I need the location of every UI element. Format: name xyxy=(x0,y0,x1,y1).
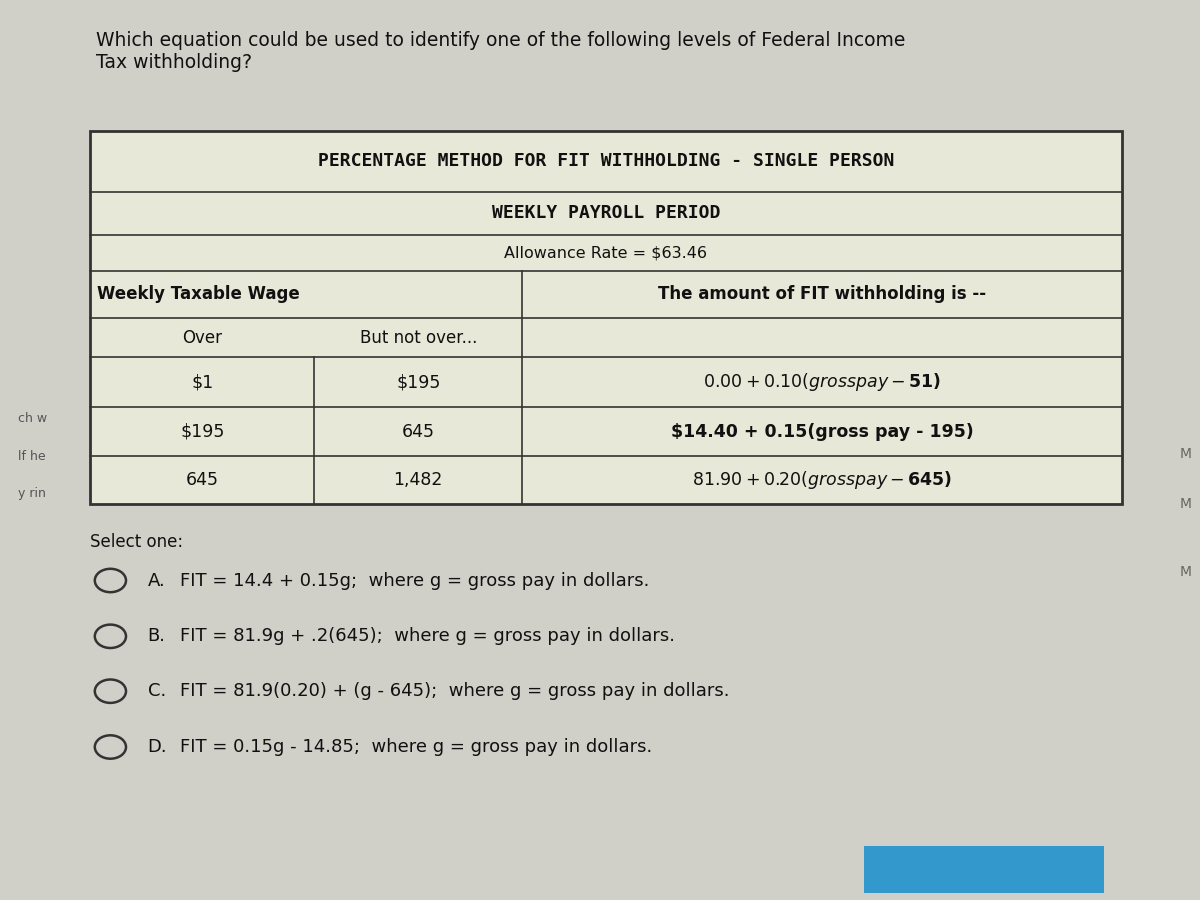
Text: $1: $1 xyxy=(191,374,214,392)
Text: M: M xyxy=(1180,564,1192,579)
Text: 645: 645 xyxy=(186,472,218,490)
Text: FIT = 81.9g + .2(645);  where g = gross pay in dollars.: FIT = 81.9g + .2(645); where g = gross p… xyxy=(180,627,674,645)
Text: $81.90 + 0.20(gross pay - $645): $81.90 + 0.20(gross pay - $645) xyxy=(692,469,952,491)
Text: Select one:: Select one: xyxy=(90,533,184,551)
Text: ch w: ch w xyxy=(18,412,47,425)
Text: M: M xyxy=(1180,497,1192,511)
Text: But not over...: But not over... xyxy=(360,328,476,346)
Text: PERCENTAGE METHOD FOR FIT WITHHOLDING - SINGLE PERSON: PERCENTAGE METHOD FOR FIT WITHHOLDING - … xyxy=(318,152,894,170)
Text: 1,482: 1,482 xyxy=(394,472,443,490)
Text: Allowance Rate = $63.46: Allowance Rate = $63.46 xyxy=(504,246,708,260)
Text: FIT = 14.4 + 0.15g;  where g = gross pay in dollars.: FIT = 14.4 + 0.15g; where g = gross pay … xyxy=(180,572,649,590)
Text: 645: 645 xyxy=(402,423,434,441)
Bar xyxy=(90,130,1122,504)
Text: FIT = 81.9(0.20) + (g - 645);  where g = gross pay in dollars.: FIT = 81.9(0.20) + (g - 645); where g = … xyxy=(180,682,730,700)
Text: $14.40 + 0.15(gross pay - 195): $14.40 + 0.15(gross pay - 195) xyxy=(671,423,973,441)
Text: WEEKLY PAYROLL PERIOD: WEEKLY PAYROLL PERIOD xyxy=(492,204,720,222)
Text: D.: D. xyxy=(148,738,167,756)
Text: The amount of FIT withholding is --: The amount of FIT withholding is -- xyxy=(658,285,986,303)
Text: Which equation could be used to identify one of the following levels of Federal : Which equation could be used to identify… xyxy=(96,32,905,73)
Bar xyxy=(864,846,1104,893)
Text: $195: $195 xyxy=(180,423,224,441)
Text: Over: Over xyxy=(182,328,222,346)
Text: FIT = 0.15g - 14.85;  where g = gross pay in dollars.: FIT = 0.15g - 14.85; where g = gross pay… xyxy=(180,738,653,756)
Text: $195: $195 xyxy=(396,374,440,392)
Text: A.: A. xyxy=(148,572,166,590)
Text: Weekly Taxable Wage: Weekly Taxable Wage xyxy=(97,285,300,303)
Text: M: M xyxy=(1180,447,1192,462)
Text: $0.00 + 0.10(gross pay - $51): $0.00 + 0.10(gross pay - $51) xyxy=(703,371,941,393)
Text: lf he: lf he xyxy=(18,450,46,463)
Text: B.: B. xyxy=(148,627,166,645)
Text: y rin: y rin xyxy=(18,487,46,500)
Text: C.: C. xyxy=(148,682,166,700)
